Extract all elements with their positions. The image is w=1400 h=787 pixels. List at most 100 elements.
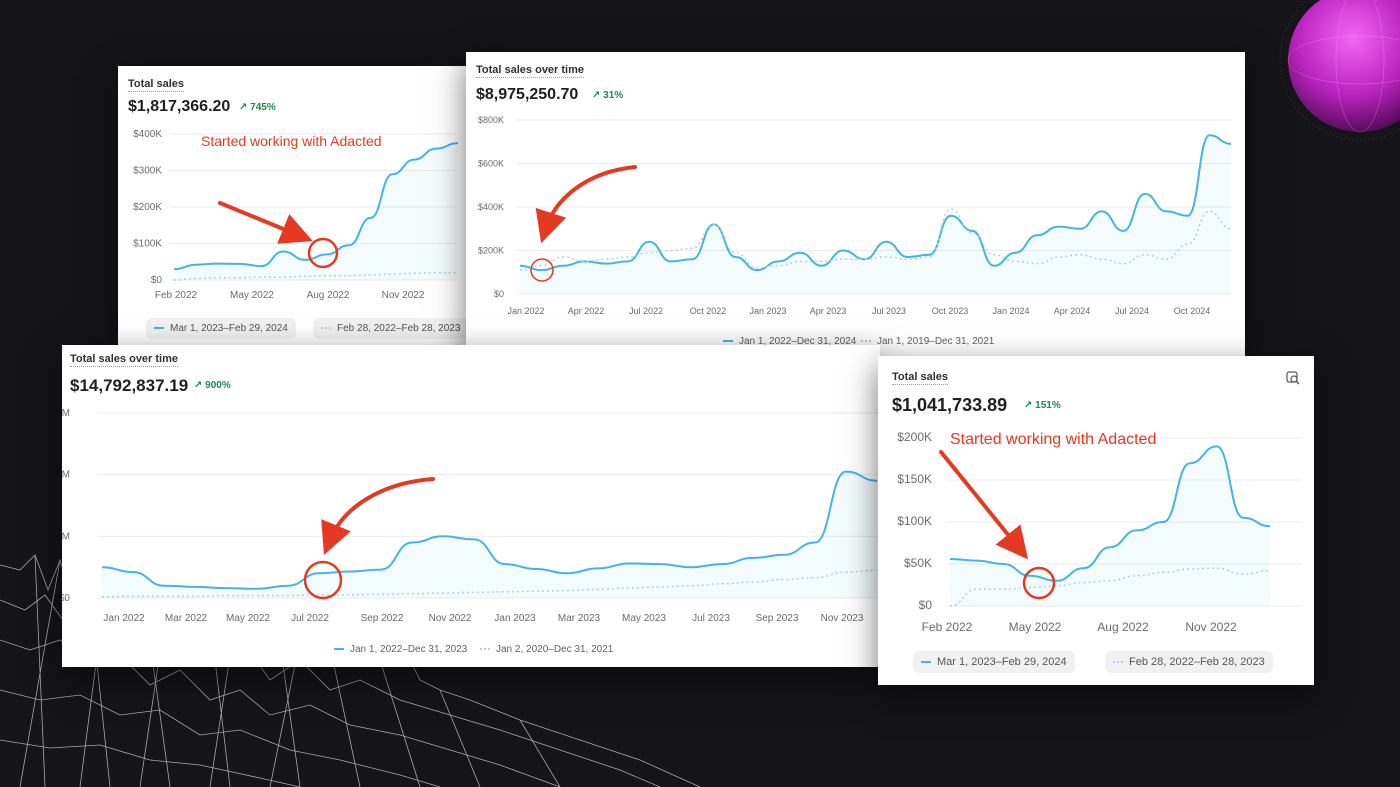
arrow-up-icon: ↗: [592, 90, 604, 101]
x-tick-label: Nov 2022: [1185, 620, 1237, 634]
y-tick-label: $800K: [478, 115, 504, 125]
x-tick-label: Nov 2023: [821, 613, 864, 624]
legend-previous-period[interactable]: Jan 1, 2019–Dec 31, 2021: [861, 336, 994, 347]
x-tick-label: Jan 2022: [507, 306, 544, 316]
total-sales-over-time-card-2: Total sales over time $8,975,250.70 ↗ 31…: [466, 52, 1245, 361]
y-tick-label: $50K: [904, 556, 932, 570]
card-title: Total sales over time: [70, 353, 179, 367]
x-tick-label: Jul 2024: [1115, 306, 1149, 316]
series-line-previous: [949, 567, 1271, 607]
x-tick-label: Jul 2022: [291, 613, 329, 624]
x-tick-label: May 2023: [622, 613, 666, 624]
series-area: [174, 143, 458, 280]
y-tick-label: $200K: [897, 430, 932, 444]
dotted-line-swatch: [321, 327, 331, 330]
series-line-current: [101, 470, 878, 590]
y-tick-label: $200K: [133, 202, 162, 213]
x-tick-label: Jul 2022: [629, 306, 663, 316]
y-tick-label: $1M: [62, 531, 70, 542]
dotted-line-swatch: [861, 340, 871, 343]
y-tick-label: $100K: [897, 514, 932, 528]
x-tick-label: Oct 2022: [690, 306, 727, 316]
series-line-current: [949, 445, 1271, 582]
x-tick-label: Jan 2023: [749, 306, 786, 316]
x-tick-label: Feb 2022: [922, 620, 973, 634]
x-tick-label: May 2022: [230, 290, 274, 301]
x-tick-label: Nov 2022: [429, 613, 472, 624]
annotation-label: Started working with Adacted: [201, 133, 382, 149]
arrow-up-icon: ↗: [194, 380, 206, 391]
x-tick-label: Jul 2023: [692, 613, 730, 624]
series-line-current: [519, 134, 1232, 272]
x-tick-label: Jan 2022: [103, 613, 145, 624]
x-tick-label: May 2022: [1009, 620, 1062, 634]
y-tick-label: $0: [919, 598, 933, 612]
legend-current-period[interactable]: Mar 1, 2023–Feb 29, 2024: [913, 651, 1075, 673]
x-tick-label: Mar 2022: [165, 613, 208, 624]
x-tick-label: Oct 2023: [932, 306, 969, 316]
y-tick-label: $0: [494, 289, 504, 299]
legend-current-period[interactable]: Jan 1, 2022–Dec 31, 2023: [334, 644, 467, 655]
y-tick-label: $150K: [897, 472, 932, 486]
annotation-label: Started working with Adacted: [950, 431, 1157, 448]
x-tick-label: Apr 2024: [1054, 306, 1091, 316]
growth-badge: ↗ 745%: [239, 102, 276, 113]
y-tick-label: $200K: [478, 246, 504, 256]
total-sales-card-4: Total sales $1,041,733.89 ↗ 151% $0 $50K $…: [878, 356, 1314, 685]
legend-current-period[interactable]: Mar 1, 2023–Feb 29, 2024: [146, 318, 296, 339]
dotted-sphere-decoration: [1279, 0, 1400, 141]
total-value: $8,975,250.70: [476, 86, 579, 103]
legend-previous-period[interactable]: Feb 28, 2022–Feb 28, 2023: [313, 318, 469, 339]
x-tick-label: Feb 2022: [155, 290, 198, 301]
arrow-up-icon: ↗: [239, 102, 251, 113]
series-area: [102, 471, 877, 598]
x-tick-label: Oct 2024: [1174, 306, 1211, 316]
y-tick-label: $2M: [62, 470, 70, 481]
y-tick-label: $400K: [133, 129, 162, 140]
total-value: $1,041,733.89: [892, 395, 1008, 415]
x-tick-label: Aug 2022: [1097, 620, 1149, 634]
growth-badge: ↗ 151%: [1024, 400, 1061, 411]
card-title: Total sales over time: [476, 64, 585, 78]
solid-line-swatch: [921, 661, 931, 664]
series-line-previous: [173, 271, 458, 281]
dotted-line-swatch: [480, 648, 490, 651]
y-tick-label: $0: [151, 275, 163, 286]
growth-badge: ↗ 900%: [194, 380, 231, 391]
dotted-line-swatch: [1113, 661, 1123, 664]
x-tick-label: Jan 2024: [992, 306, 1029, 316]
x-tick-label: Nov 2022: [382, 290, 425, 301]
x-tick-label: Apr 2023: [810, 306, 847, 316]
x-tick-label: Jul 2023: [872, 306, 906, 316]
y-tick-label: $0: [62, 593, 70, 604]
series-line-previous: [519, 208, 1232, 271]
series-area: [950, 446, 1270, 606]
card-title: Total sales: [892, 371, 949, 385]
x-tick-label: May 2022: [226, 613, 270, 624]
arrow-up-icon: ↗: [1024, 400, 1036, 411]
y-tick-label: $600K: [478, 159, 504, 169]
total-value: $14,792,837.19: [70, 376, 189, 395]
sales-chart-1: $0 $100K $200K $300K $400K Feb 2022 May 2022 Au…: [133, 129, 459, 301]
total-sales-over-time-card-3: Total sales over time $14,792,837.19 ↗ 9…: [62, 345, 880, 667]
solid-line-swatch: [723, 340, 733, 343]
legend-current-period[interactable]: Jan 1, 2022–Dec 31, 2024: [723, 336, 856, 347]
card-title: Total sales: [128, 78, 185, 92]
x-tick-label: Aug 2022: [307, 290, 350, 301]
legend-previous-period[interactable]: Feb 28, 2022–Feb 28, 2023: [1105, 651, 1273, 673]
x-tick-label: Mar 2023: [558, 613, 601, 624]
y-tick-label: $300K: [133, 166, 162, 177]
x-tick-label: Apr 2022: [568, 306, 605, 316]
series-area: [520, 135, 1231, 294]
solid-line-swatch: [154, 327, 164, 330]
zoom-chart-icon[interactable]: [1286, 371, 1300, 385]
sales-chart-3: $0 $1M $2M $3M Jan 2022 Mar 2022 May 2022 Jul 2…: [62, 408, 880, 624]
growth-badge: ↗ 31%: [592, 90, 624, 101]
x-tick-label: Sep 2023: [756, 613, 799, 624]
y-tick-label: $400K: [478, 202, 504, 212]
total-sales-card-1: Total sales $1,817,366.20 ↗ 745% $0 $100K…: [118, 66, 480, 350]
legend-previous-period[interactable]: Jan 2, 2020–Dec 31, 2021: [480, 644, 613, 655]
sales-chart-2: $0 $200K $400K $600K $800K Jan 2022 Apr 2022 Ju…: [478, 115, 1232, 316]
sales-chart-4: $0 $50K $100K $150K $200K Feb 2022 May 2022 Aug…: [897, 430, 1302, 634]
x-tick-label: Jan 2023: [494, 613, 536, 624]
